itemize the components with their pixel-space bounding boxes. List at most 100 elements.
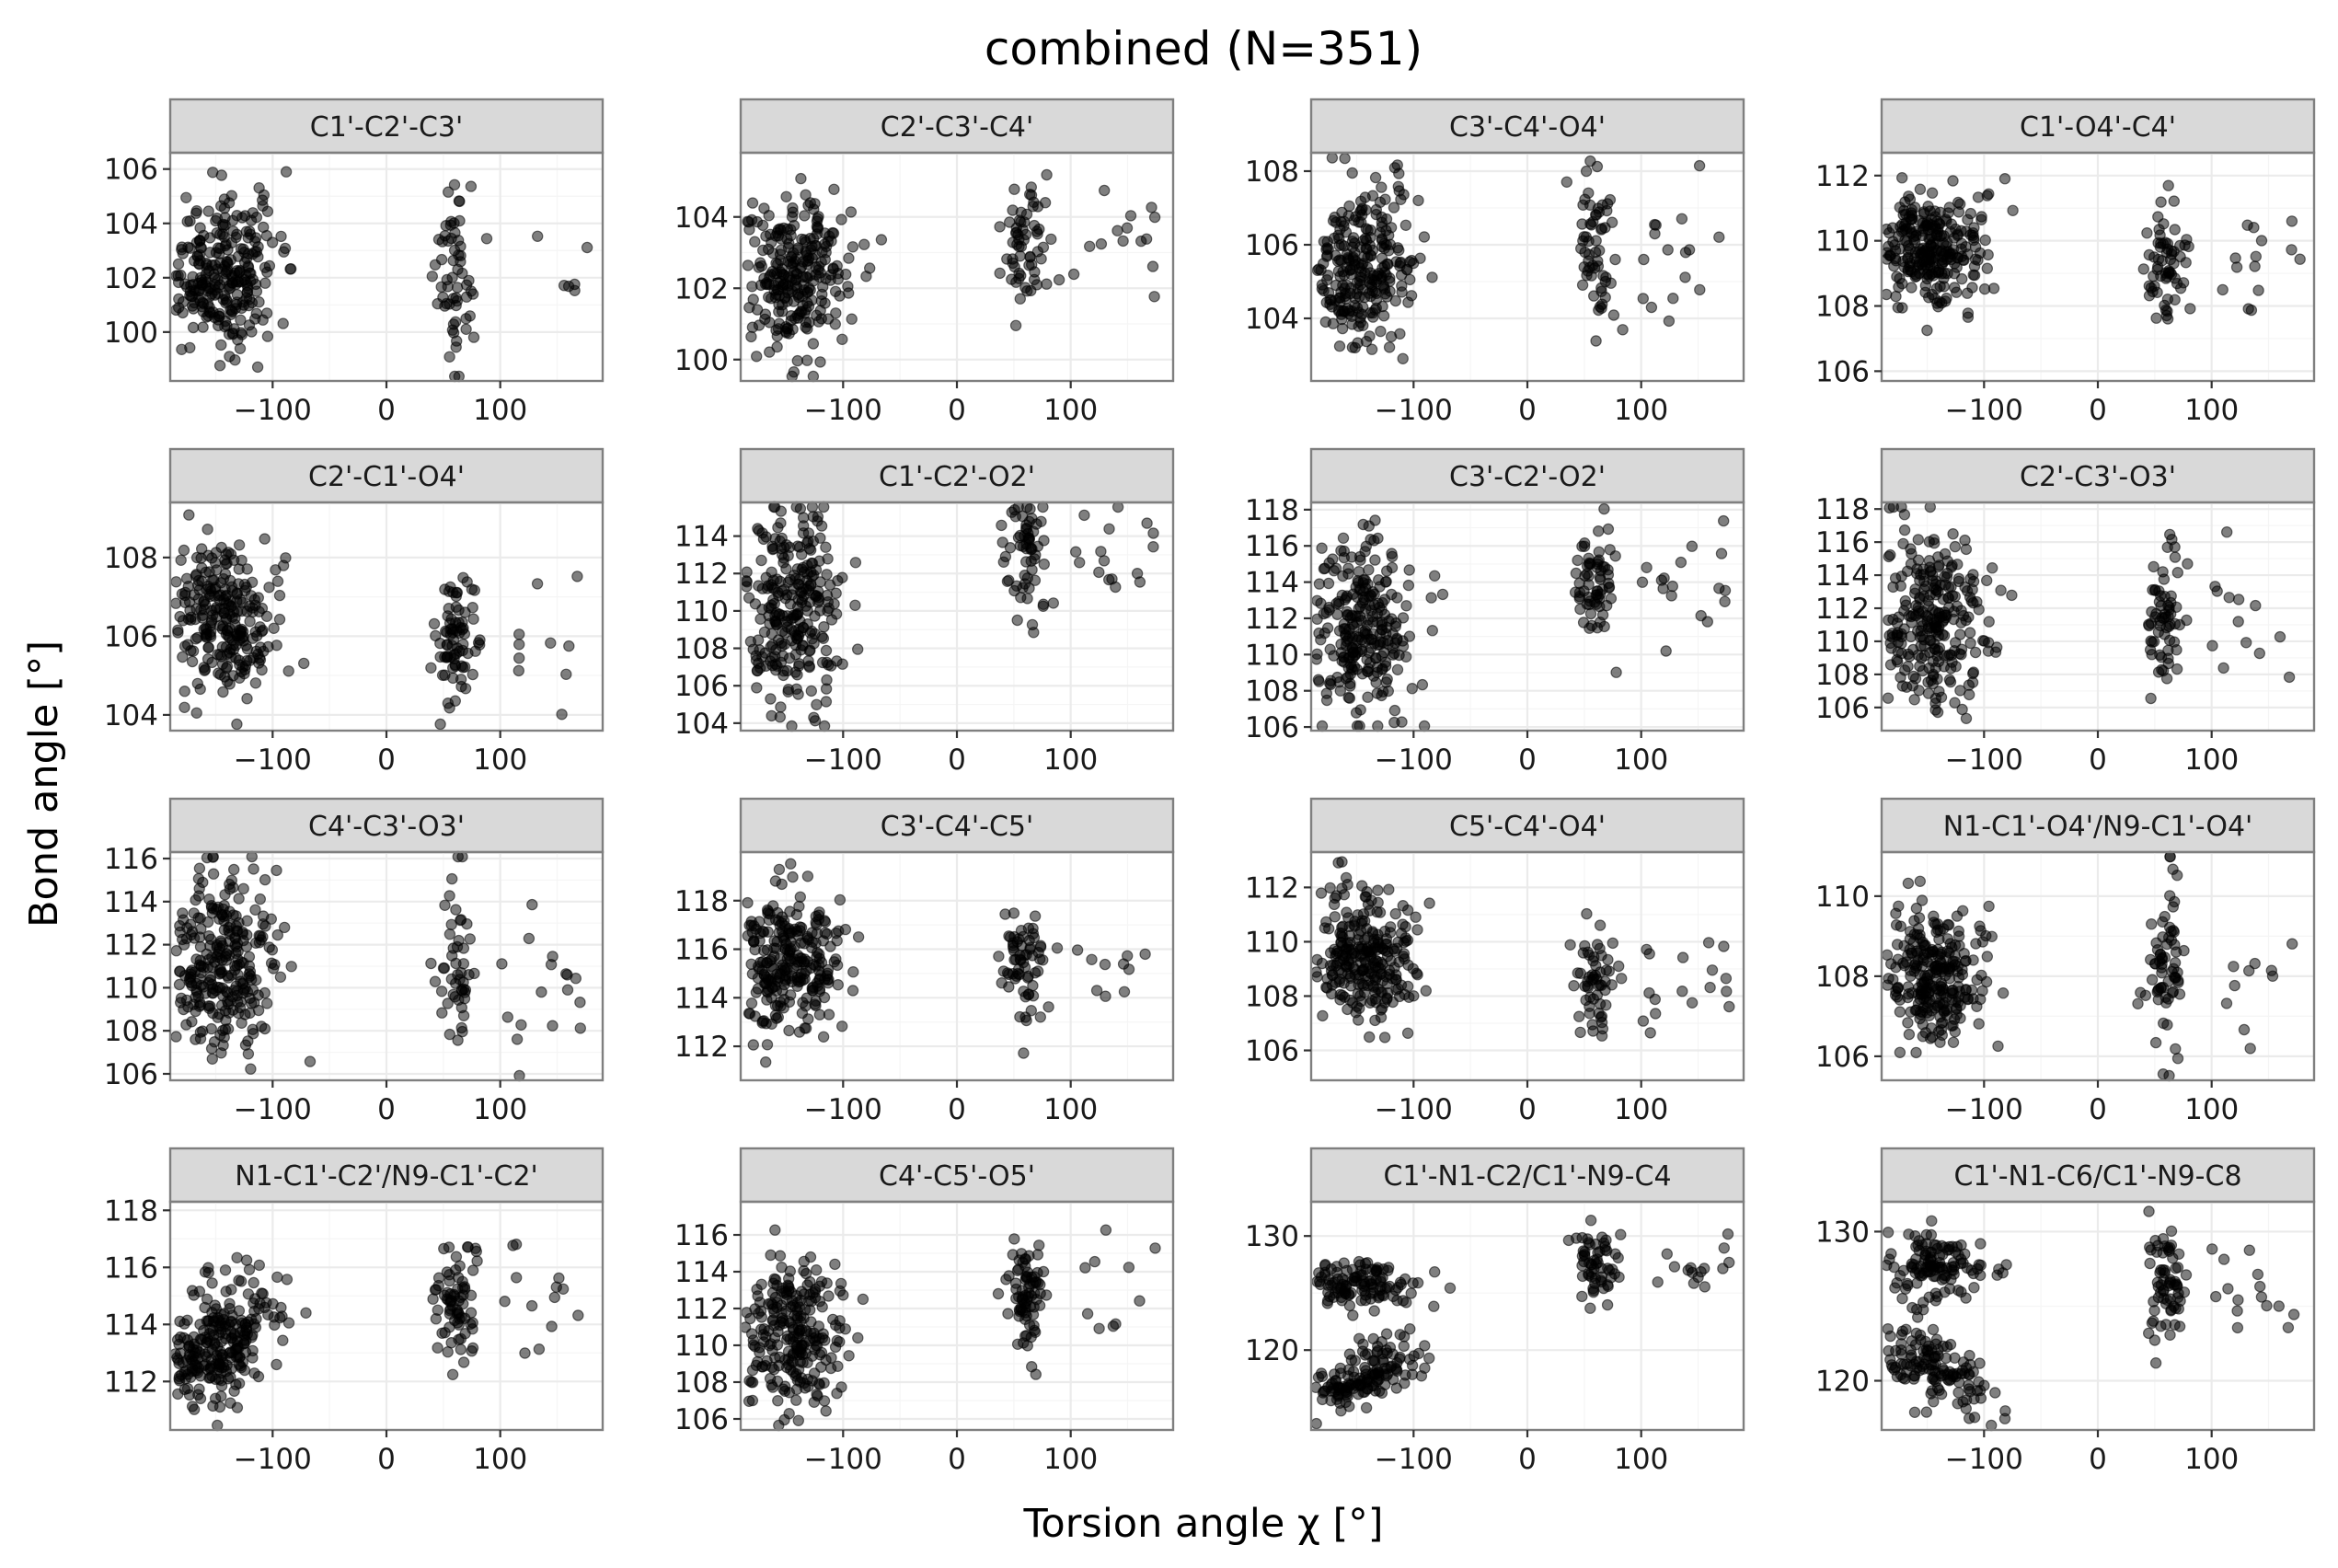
scatter-points [742, 168, 1161, 383]
scatter-point [785, 858, 797, 870]
scatter-point [1902, 949, 1914, 962]
scatter-point [775, 254, 787, 267]
scatter-point [1004, 542, 1017, 554]
y-tick-label: 116 [104, 843, 158, 876]
scatter-point [1366, 311, 1379, 323]
scatter-point [1894, 1006, 1906, 1018]
scatter-point [822, 963, 835, 976]
scatter-point [448, 179, 461, 190]
scatter-point [190, 1365, 203, 1377]
scatter-point [192, 1352, 204, 1365]
scatter-point [1420, 985, 1433, 997]
y-tick-label: 110 [1815, 626, 1870, 659]
scatter-point [242, 1048, 255, 1060]
scatter-point [794, 502, 807, 515]
y-tick-label: 106 [1245, 229, 1299, 262]
scatter-point [195, 923, 207, 935]
scatter-point [1947, 175, 1959, 187]
scatter-point [245, 1063, 257, 1075]
scatter-point [186, 1401, 199, 1412]
scatter-point [1900, 599, 1912, 611]
scatter-point [1011, 614, 1023, 627]
scatter-point [563, 640, 575, 652]
scatter-point [185, 290, 198, 303]
scatter-point [1370, 652, 1382, 664]
scatter-points [169, 509, 583, 731]
y-tick-label: 106 [1815, 692, 1870, 725]
scatter-point [1121, 950, 1134, 963]
scatter-point [1148, 291, 1160, 303]
scatter-point [1376, 300, 1388, 313]
scatter-point [450, 904, 462, 916]
scatter-point [1592, 525, 1605, 537]
scatter-point [1383, 883, 1395, 895]
scatter-point [775, 505, 788, 517]
scatter-point [1369, 514, 1381, 526]
scatter-point [1008, 260, 1020, 273]
scatter-point [765, 1249, 777, 1262]
scatter-point [425, 957, 437, 970]
scatter-point [225, 1332, 237, 1344]
scatter-point [1973, 1018, 1985, 1030]
x-tick-label: −100 [1945, 1093, 2023, 1126]
scatter-point [2177, 277, 2190, 289]
scatter-point [1425, 592, 1437, 604]
y-tick-label: 112 [1815, 160, 1870, 193]
scatter-point [447, 327, 460, 339]
scatter-point [1363, 564, 1375, 576]
scatter-point [457, 958, 470, 970]
scatter-point [1363, 1031, 1376, 1043]
scatter-point [1397, 352, 1409, 364]
scatter-point [804, 197, 817, 209]
scatter-point [1014, 953, 1027, 965]
scatter-point [460, 313, 472, 325]
facet-strip-label: C2'-C3'-C4' [881, 111, 1034, 144]
scatter-point [452, 263, 464, 276]
scatter-point [1580, 165, 1593, 178]
scatter-point [1327, 214, 1340, 227]
scatter-point [231, 960, 243, 972]
scatter-point [1676, 213, 1688, 225]
scatter-points [1311, 152, 1725, 364]
y-tick-label: 108 [1815, 659, 1870, 692]
scatter-point [1615, 973, 1628, 985]
scatter-point [253, 657, 265, 669]
scatter-point [223, 598, 236, 611]
scatter-point [2143, 248, 2155, 261]
scatter-point [1343, 920, 1355, 933]
scatter-point [170, 944, 182, 957]
scatter-point [1663, 315, 1676, 328]
scatter-point [1123, 1262, 1135, 1274]
scatter-point [218, 899, 230, 912]
scatter-point [1584, 155, 1596, 167]
scatter-point [202, 641, 214, 654]
scatter-point [1667, 293, 1679, 305]
scatter-point [997, 556, 1010, 569]
scatter-point [1031, 279, 1043, 291]
scatter-point [1346, 236, 1359, 248]
scatter-point [533, 1343, 546, 1355]
scatter-point [1388, 647, 1400, 660]
scatter-point [233, 893, 245, 905]
scatter-point [746, 321, 759, 333]
scatter-point [205, 1022, 217, 1035]
scatter-point [1914, 660, 1926, 673]
scatter-point [1428, 570, 1441, 582]
scatter-point [248, 594, 260, 605]
y-tick-label: 110 [1245, 926, 1299, 959]
scatter-point [1909, 583, 1921, 595]
x-tick-label: 100 [1043, 1093, 1098, 1126]
scatter-point [1389, 294, 1402, 307]
scatter-point [1983, 616, 1995, 628]
scatter-point [188, 907, 200, 919]
scatter-point [1965, 594, 1977, 607]
scatter-point [2250, 250, 2262, 262]
scatter-point [265, 957, 278, 969]
scatter-point [1395, 193, 1407, 205]
scatter-point [829, 285, 842, 297]
scatter-point [849, 599, 861, 612]
scatter-point [1989, 646, 2002, 658]
